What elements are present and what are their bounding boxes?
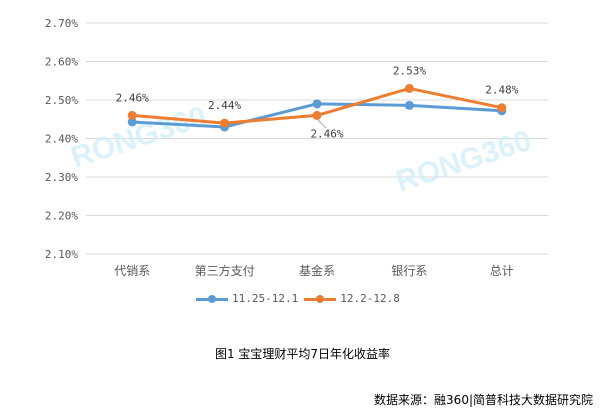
y-tick-label: 2.50% [45,94,78,107]
data-label: 2.48% [485,84,518,97]
data-point[interactable] [404,100,414,110]
data-label: 2.46% [310,127,343,140]
legend-item-series-2[interactable]: 12.2-12.8 [304,292,400,305]
data-point[interactable] [404,83,414,93]
data-point[interactable] [220,118,230,128]
data-label: 2.53% [393,64,426,77]
data-label: 2.44% [208,99,241,112]
y-tick-label: 2.20% [45,210,78,223]
legend-label: 12.2-12.8 [340,292,400,305]
data-labels: 2.46% 2.44% 2.46% 2.53% 2.48% [116,64,519,140]
legend-line-marker-icon [304,294,337,304]
data-point[interactable] [312,110,322,120]
data-label: 2.46% [116,91,149,104]
y-tick-label: 2.30% [45,171,78,184]
x-tick-label: 银行系 [391,264,427,278]
x-tick-label: 第三方支付 [195,263,255,278]
data-point[interactable] [497,103,507,113]
line-chart: 2.70% 2.60% 2.50% 2.40% 2.30% 2.20% 2.10% 代销系 第… [45,17,548,278]
x-tick-label: 代销系 [114,264,150,278]
y-tick-label: 2.60% [45,56,78,69]
data-point[interactable] [312,99,322,109]
figure-caption: 图1 宝宝理财平均7日年化收益率 [214,347,391,361]
x-tick-label: 总计 [490,264,514,278]
y-tick-label: 2.40% [45,133,78,146]
x-tick-label: 基金系 [299,263,335,278]
series-lines [127,83,507,132]
watermark: RONG360 [392,124,535,199]
data-point[interactable] [127,110,137,120]
data-point[interactable] [127,117,137,127]
legend-label: 11.25-12.1 [232,292,299,305]
watermark: RONG360 [67,100,210,175]
legend: 11.25-12.1 12.2-12.8 [196,292,402,305]
y-tick-label: 2.10% [45,248,78,261]
legend-item-series-1[interactable]: 11.25-12.1 [196,292,298,305]
legend-line-marker-icon [196,294,228,304]
data-source: 数据来源：融360|简普科技大数据研究院 [374,393,593,407]
y-tick-label: 2.70% [45,17,78,30]
x-axis-ticks: 代销系 第三方支付 基金系 银行系 总计 [114,263,514,278]
y-axis-ticks: 2.70% 2.60% 2.50% 2.40% 2.30% 2.20% 2.10% [45,17,78,261]
